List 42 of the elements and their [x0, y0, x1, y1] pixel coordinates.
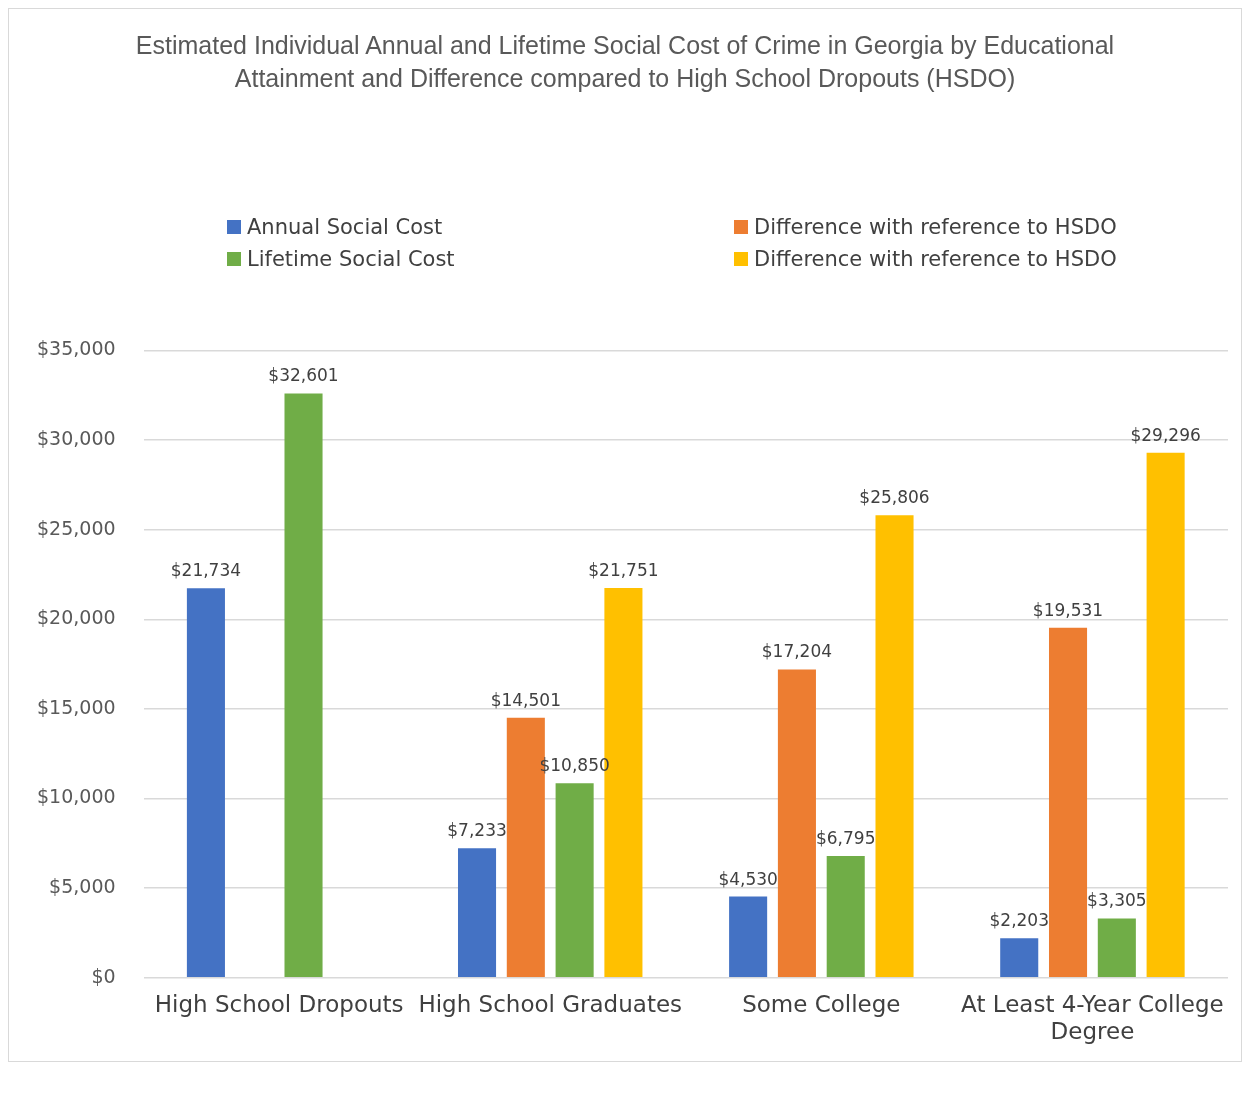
- data-label: $25,806: [859, 487, 930, 508]
- data-label: $2,203: [989, 910, 1049, 931]
- y-tick-label: $0: [91, 964, 116, 987]
- data-label: $3,305: [1087, 890, 1147, 911]
- x-tick-label: At Least 4-Year College Degree: [961, 990, 1224, 1045]
- bar: [1000, 938, 1039, 978]
- bar: [457, 848, 497, 978]
- x-tick-label: Some College: [742, 990, 901, 1017]
- bar: [555, 783, 594, 978]
- y-tick-label: $35,000: [36, 337, 116, 360]
- x-tick-label: High School Dropouts: [154, 990, 404, 1017]
- bar: [729, 896, 768, 978]
- bar: [777, 669, 816, 978]
- y-tick-label: $15,000: [36, 695, 116, 718]
- bar: [284, 393, 323, 978]
- data-label: $29,296: [1130, 424, 1201, 445]
- data-label: $32,601: [268, 365, 339, 386]
- data-label: $6,795: [815, 827, 876, 848]
- y-tick-label: $25,000: [36, 516, 116, 539]
- bar: [186, 588, 225, 978]
- legend-label: Difference with reference to HSDO: [754, 215, 1117, 239]
- legend-label: Lifetime Social Cost: [247, 247, 455, 271]
- chart-title: Estimated Individual Annual and Lifetime Social Cost of Crime in Georgia by Educational Attainment and Difference compared to High School Dropouts (HSDO): [134, 30, 1116, 94]
- y-tick-label: $10,000: [36, 785, 116, 808]
- y-tick-label: $5,000: [49, 875, 116, 898]
- data-label: $21,751: [588, 559, 659, 580]
- data-label: $19,531: [1032, 599, 1104, 620]
- data-label: $14,501: [490, 689, 561, 710]
- bar: [1097, 918, 1136, 978]
- data-label: $17,204: [761, 641, 833, 662]
- y-tick-label: $30,000: [36, 426, 116, 449]
- x-tick-label: High School Graduates: [418, 990, 683, 1017]
- legend-label: Annual Social Cost: [247, 215, 443, 239]
- data-label: $4,530: [718, 868, 778, 889]
- bar: [1049, 627, 1088, 978]
- y-tick-label: $20,000: [36, 606, 116, 629]
- bar: [875, 515, 914, 978]
- data-label: $21,734: [170, 560, 242, 581]
- bar: [826, 856, 865, 978]
- data-label: $7,233: [447, 820, 507, 841]
- bar: [1146, 452, 1185, 978]
- legend-label: Difference with reference to HSDO: [754, 247, 1117, 271]
